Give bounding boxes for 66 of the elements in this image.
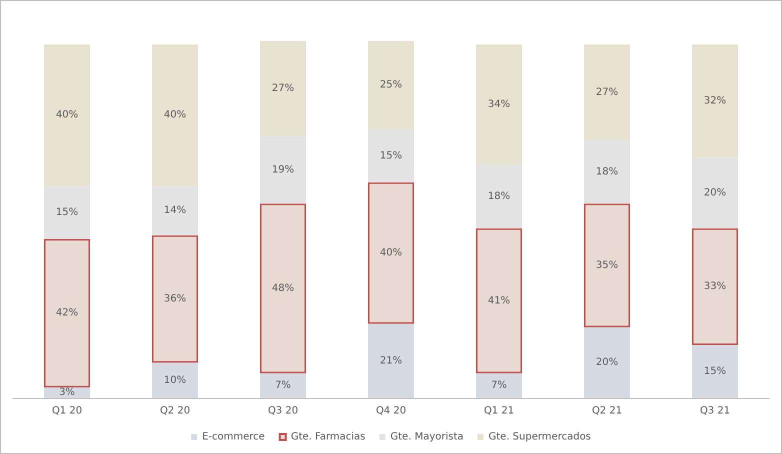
data-label: 15%	[380, 150, 402, 162]
data-label: 7%	[491, 380, 507, 392]
data-label: 18%	[488, 191, 510, 202]
data-label: 27%	[272, 83, 294, 94]
x-tick-label: Q2 21	[592, 406, 622, 416]
data-label: 40%	[164, 110, 186, 121]
data-label: 18%	[596, 166, 618, 178]
data-label: 21%	[380, 355, 402, 366]
data-label: 40%	[380, 248, 402, 259]
bar	[368, 324, 414, 398]
legend-label: Gte. Mayorista	[390, 432, 464, 442]
data-label: 40%	[56, 110, 78, 121]
bar	[584, 44, 630, 140]
x-tick-label: Q3 21	[700, 406, 730, 416]
bar	[260, 373, 306, 398]
data-label: 15%	[704, 366, 726, 377]
data-label: 14%	[164, 205, 186, 216]
data-label: 42%	[56, 308, 78, 319]
data-label: 36%	[164, 294, 186, 305]
bar	[368, 129, 414, 182]
x-tick-label: Q1 20	[52, 406, 82, 416]
bar	[692, 344, 738, 398]
bar	[260, 41, 306, 136]
bar	[44, 44, 90, 186]
data-label: 20%	[596, 357, 618, 368]
bar	[476, 373, 522, 398]
bar	[584, 140, 630, 204]
data-label: 34%	[488, 99, 510, 110]
data-label: 10%	[164, 374, 186, 386]
legend-label: Gte. Supermercados	[488, 432, 591, 442]
x-tick-label: Q2 20	[160, 406, 190, 416]
data-label: 48%	[272, 282, 294, 294]
bar	[584, 327, 630, 398]
data-label: 32%	[704, 96, 726, 107]
data-label: 15%	[56, 206, 78, 218]
data-label: 41%	[488, 295, 510, 306]
legend-label: E-commerce	[202, 432, 265, 442]
bar	[692, 228, 738, 345]
data-label: 7%	[275, 380, 291, 392]
data-label: 25%	[380, 80, 402, 91]
bar	[260, 204, 306, 374]
x-tick-label: Q3 20	[268, 406, 298, 416]
x-tick-label: Q4 20	[376, 406, 406, 416]
bar	[44, 238, 90, 388]
bar	[368, 182, 414, 324]
data-label: 19%	[272, 164, 294, 176]
bar	[152, 362, 198, 398]
data-label: 20%	[704, 187, 726, 198]
bar	[584, 204, 630, 328]
bar	[44, 186, 90, 239]
bar	[692, 44, 738, 158]
bar	[152, 44, 198, 186]
data-label: 27%	[596, 86, 618, 98]
x-tick-label: Q1 21	[484, 406, 514, 416]
bar	[368, 41, 414, 130]
data-label: 35%	[596, 260, 618, 271]
data-label: 33%	[704, 281, 726, 292]
bar	[476, 228, 522, 374]
bar	[152, 235, 198, 363]
bar	[476, 44, 522, 165]
legend-label: Gte. Farmacias	[290, 432, 366, 442]
bar	[152, 186, 198, 236]
bar	[692, 158, 738, 228]
bar	[260, 136, 306, 204]
data-label: 3%	[59, 387, 75, 398]
bar	[476, 164, 522, 228]
